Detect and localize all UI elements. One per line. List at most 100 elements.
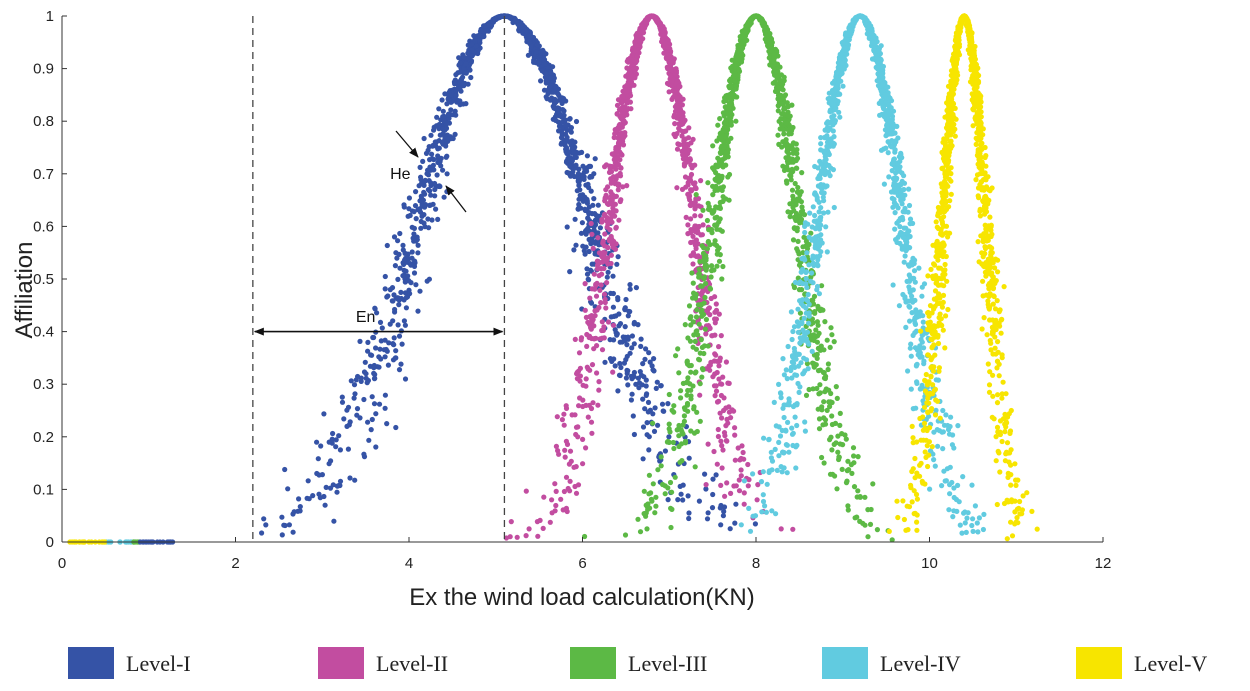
- data-point: [720, 164, 726, 170]
- data-point: [828, 165, 834, 171]
- data-point: [373, 345, 379, 351]
- data-point: [612, 327, 618, 333]
- data-point: [658, 463, 664, 469]
- data-point: [326, 461, 332, 467]
- data-point: [780, 127, 787, 133]
- data-point: [837, 441, 843, 447]
- data-point: [649, 363, 655, 369]
- data-point: [779, 144, 785, 150]
- data-point: [425, 187, 431, 193]
- data-point: [698, 213, 704, 219]
- data-point: [653, 503, 659, 509]
- data-point: [552, 508, 558, 514]
- data-point: [627, 282, 633, 288]
- data-point: [703, 331, 709, 337]
- data-point: [593, 281, 599, 287]
- data-point: [956, 499, 962, 505]
- data-point: [798, 189, 804, 195]
- data-point: [716, 376, 722, 382]
- data-point: [431, 156, 437, 163]
- data-point: [584, 331, 590, 338]
- data-point: [702, 471, 708, 477]
- data-point: [295, 508, 301, 514]
- data-point: [912, 297, 918, 303]
- data-point: [686, 510, 692, 516]
- data-point: [943, 478, 950, 484]
- data-point: [622, 532, 629, 538]
- data-point: [608, 176, 614, 182]
- data-point: [790, 526, 796, 532]
- data-point: [630, 413, 636, 419]
- data-point: [555, 91, 561, 97]
- data-point: [414, 234, 420, 240]
- data-point: [845, 503, 851, 509]
- data-point: [697, 418, 703, 424]
- data-point: [599, 347, 606, 353]
- data-point: [691, 252, 698, 258]
- data-point: [463, 61, 469, 67]
- data-point: [701, 350, 707, 357]
- data-point: [685, 387, 691, 394]
- data-point: [588, 300, 595, 306]
- data-point: [405, 273, 411, 279]
- data-point: [723, 149, 729, 155]
- data-point: [621, 106, 627, 112]
- data-point: [555, 109, 562, 115]
- data-point: [558, 141, 564, 147]
- data-point: [354, 406, 361, 412]
- data-point: [625, 313, 631, 319]
- data-point: [443, 154, 449, 160]
- data-point: [771, 399, 777, 405]
- data-point: [399, 341, 405, 347]
- data-point: [659, 37, 666, 43]
- data-point: [796, 262, 803, 268]
- data-point: [694, 428, 700, 435]
- data-point: [382, 354, 388, 360]
- data-point: [705, 343, 711, 349]
- data-point: [655, 422, 661, 428]
- data-point: [789, 187, 796, 193]
- data-point: [589, 430, 595, 436]
- data-point: [579, 149, 585, 155]
- data-point: [850, 445, 857, 451]
- data-point: [678, 395, 684, 401]
- data-point: [709, 505, 716, 511]
- series-Level-II: [503, 13, 796, 541]
- data-point: [829, 413, 835, 419]
- data-point: [339, 394, 345, 400]
- data-point: [457, 60, 463, 66]
- data-point: [711, 267, 717, 273]
- data-point: [703, 486, 709, 492]
- data-point: [666, 421, 672, 427]
- data-point: [899, 231, 906, 237]
- data-point: [558, 496, 564, 502]
- data-point: [718, 438, 724, 444]
- data-point: [373, 411, 379, 417]
- data-point: [689, 270, 695, 276]
- data-point: [793, 202, 799, 208]
- data-point: [685, 142, 691, 148]
- data-point: [628, 373, 635, 379]
- data-point: [536, 60, 542, 66]
- data-point: [598, 300, 604, 306]
- data-point: [623, 296, 629, 303]
- data-point: [372, 306, 378, 312]
- data-point: [645, 15, 651, 21]
- data-point: [582, 533, 588, 540]
- data-point: [573, 490, 580, 496]
- data-point: [815, 406, 821, 412]
- data-point: [669, 489, 675, 495]
- data-point: [577, 395, 583, 401]
- data-point: [687, 338, 694, 344]
- data-point: [613, 146, 619, 152]
- data-point: [432, 180, 438, 187]
- data-point: [680, 431, 686, 437]
- data-point: [432, 186, 438, 193]
- data-point: [535, 533, 541, 539]
- data-point: [446, 98, 452, 104]
- data-point: [386, 340, 392, 346]
- data-point: [402, 376, 409, 382]
- data-point: [727, 526, 733, 532]
- data-point: [548, 70, 554, 76]
- data-point: [716, 344, 722, 350]
